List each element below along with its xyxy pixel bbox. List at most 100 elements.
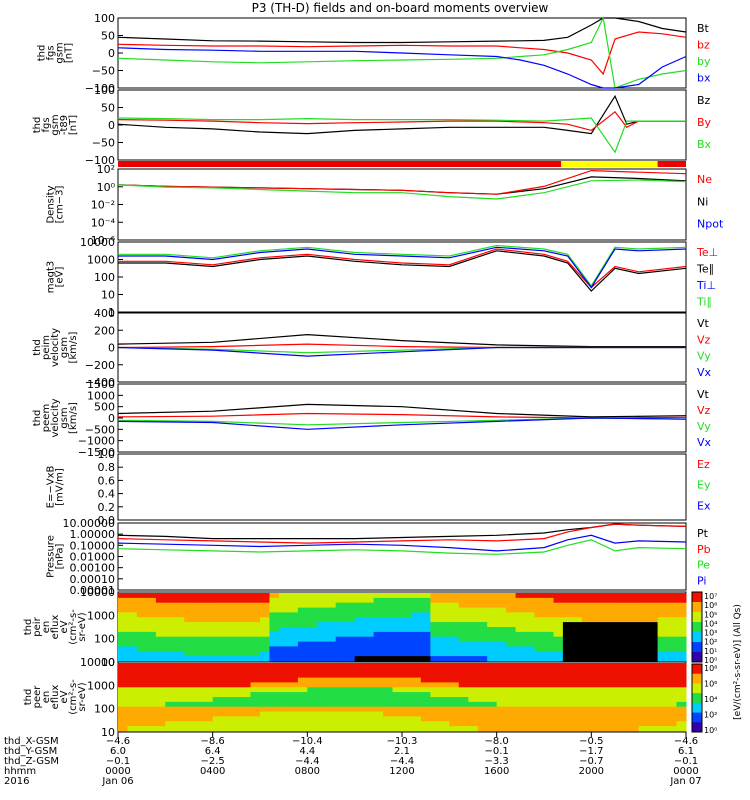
- heatmap-cell: [118, 612, 128, 618]
- heatmap-cell: [118, 622, 128, 628]
- y-tick-label: 100: [94, 703, 115, 716]
- heatmap-cell: [269, 672, 280, 679]
- heatmap-cell: [278, 716, 289, 722]
- heatmap-cell: [619, 593, 630, 599]
- heatmap-cell: [411, 597, 422, 604]
- heatmap-cell: [544, 667, 554, 674]
- heatmap-cell: [165, 636, 176, 643]
- heatmap-cell: [534, 711, 545, 717]
- heatmap-cell: [269, 726, 280, 732]
- heatmap-cell: [307, 646, 318, 652]
- colorbar-tick: 10⁶: [704, 601, 717, 610]
- heatmap-cell: [629, 656, 640, 662]
- heatmap-cell: [439, 706, 450, 713]
- heatmap-cell: [458, 721, 469, 727]
- heatmap-cell: [383, 622, 394, 628]
- heatmap-cell: [184, 706, 195, 713]
- heatmap-cell: [383, 631, 394, 638]
- heatmap-cell: [278, 721, 289, 727]
- heatmap-cell: [212, 636, 223, 643]
- heatmap-cell: [667, 687, 678, 693]
- heatmap-cell: [430, 706, 441, 713]
- heatmap-cell: [335, 597, 346, 604]
- heatmap-cell: [449, 641, 460, 647]
- heatmap-cell: [316, 677, 327, 683]
- heatmap-cell: [260, 636, 270, 643]
- heatmap-cell: [544, 617, 554, 623]
- heatmap-cell: [515, 593, 526, 599]
- ylabel-line: eflux: [50, 615, 61, 640]
- heatmap-cell: [477, 622, 488, 628]
- heatmap-cell: [383, 651, 394, 657]
- legend-Vy: Vy: [697, 420, 711, 433]
- heatmap-cell: [610, 716, 621, 722]
- heatmap-cell: [212, 656, 223, 662]
- heatmap-cell: [591, 711, 602, 717]
- xaxis-row-label: hhmm: [4, 766, 36, 777]
- heatmap-cell: [402, 607, 412, 613]
- heatmap-cell: [534, 617, 545, 623]
- heatmap-cell: [667, 607, 678, 613]
- heatmap-cell: [411, 701, 422, 708]
- xaxis-value: −0.7: [579, 756, 603, 767]
- heatmap-cell: [269, 636, 280, 643]
- heatmap-cell: [629, 716, 640, 722]
- heatmap-cell: [118, 627, 128, 633]
- heatmap-cell: [402, 627, 412, 633]
- heatmap-cell: [468, 602, 479, 609]
- heatmap-cell: [562, 651, 573, 657]
- heatmap-cell: [402, 706, 412, 713]
- heatmap-cell: [184, 641, 195, 647]
- heatmap-cell: [572, 602, 583, 609]
- heatmap-cell: [383, 706, 394, 713]
- heatmap-cell: [335, 726, 346, 732]
- heatmap-cell: [468, 663, 479, 669]
- heatmap-cell: [146, 697, 157, 703]
- heatmap-cell: [648, 682, 659, 688]
- heatmap-cell: [241, 646, 252, 652]
- heatmap-cell: [468, 646, 479, 652]
- heatmap-cell: [354, 672, 365, 679]
- heatmap-cell: [402, 701, 412, 708]
- heatmap-cell: [449, 646, 460, 652]
- heatmap-cell: [383, 607, 394, 613]
- heatmap-cell: [667, 631, 678, 638]
- heatmap-cell: [430, 646, 441, 652]
- heatmap-cell: [619, 612, 630, 618]
- heatmap-cell: [562, 711, 573, 717]
- heatmap-cell: [203, 663, 214, 669]
- heatmap-cell: [648, 706, 659, 713]
- y-tick-label: 1000: [87, 389, 115, 402]
- y-tick-label: 0.6: [98, 474, 116, 487]
- heatmap-cell: [667, 617, 678, 623]
- heatmap-cell: [534, 612, 545, 618]
- heatmap-cell: [278, 687, 289, 693]
- heatmap-cell: [269, 697, 280, 703]
- heatmap-cell: [562, 656, 573, 662]
- heatmap-cell: [402, 663, 412, 669]
- heatmap-cell: [581, 697, 592, 703]
- heatmap-cell: [231, 622, 242, 628]
- heatmap-cell: [174, 692, 185, 698]
- heatmap-cell: [354, 656, 365, 662]
- heatmap-cell: [544, 672, 554, 679]
- heatmap-cell: [439, 663, 450, 669]
- heatmap-cell: [307, 641, 318, 647]
- heatmap-cell: [610, 687, 621, 693]
- heatmap-cell: [118, 721, 128, 727]
- heatmap-cell: [307, 667, 318, 674]
- heatmap-cell: [420, 667, 431, 674]
- legend-Ne: Ne: [697, 173, 712, 186]
- heatmap-cell: [316, 663, 327, 669]
- heatmap-cell: [193, 726, 204, 732]
- heatmap-cell: [231, 631, 242, 638]
- heatmap-cell: [600, 692, 611, 698]
- heatmap-cell: [127, 667, 138, 674]
- heatmap-cell: [326, 602, 337, 609]
- heatmap-cell: [155, 631, 166, 638]
- heatmap-cell: [610, 663, 621, 669]
- heatmap-cell: [316, 651, 327, 657]
- heatmap-cell: [203, 692, 214, 698]
- heatmap-cell: [449, 721, 460, 727]
- heatmap-cell: [667, 697, 678, 703]
